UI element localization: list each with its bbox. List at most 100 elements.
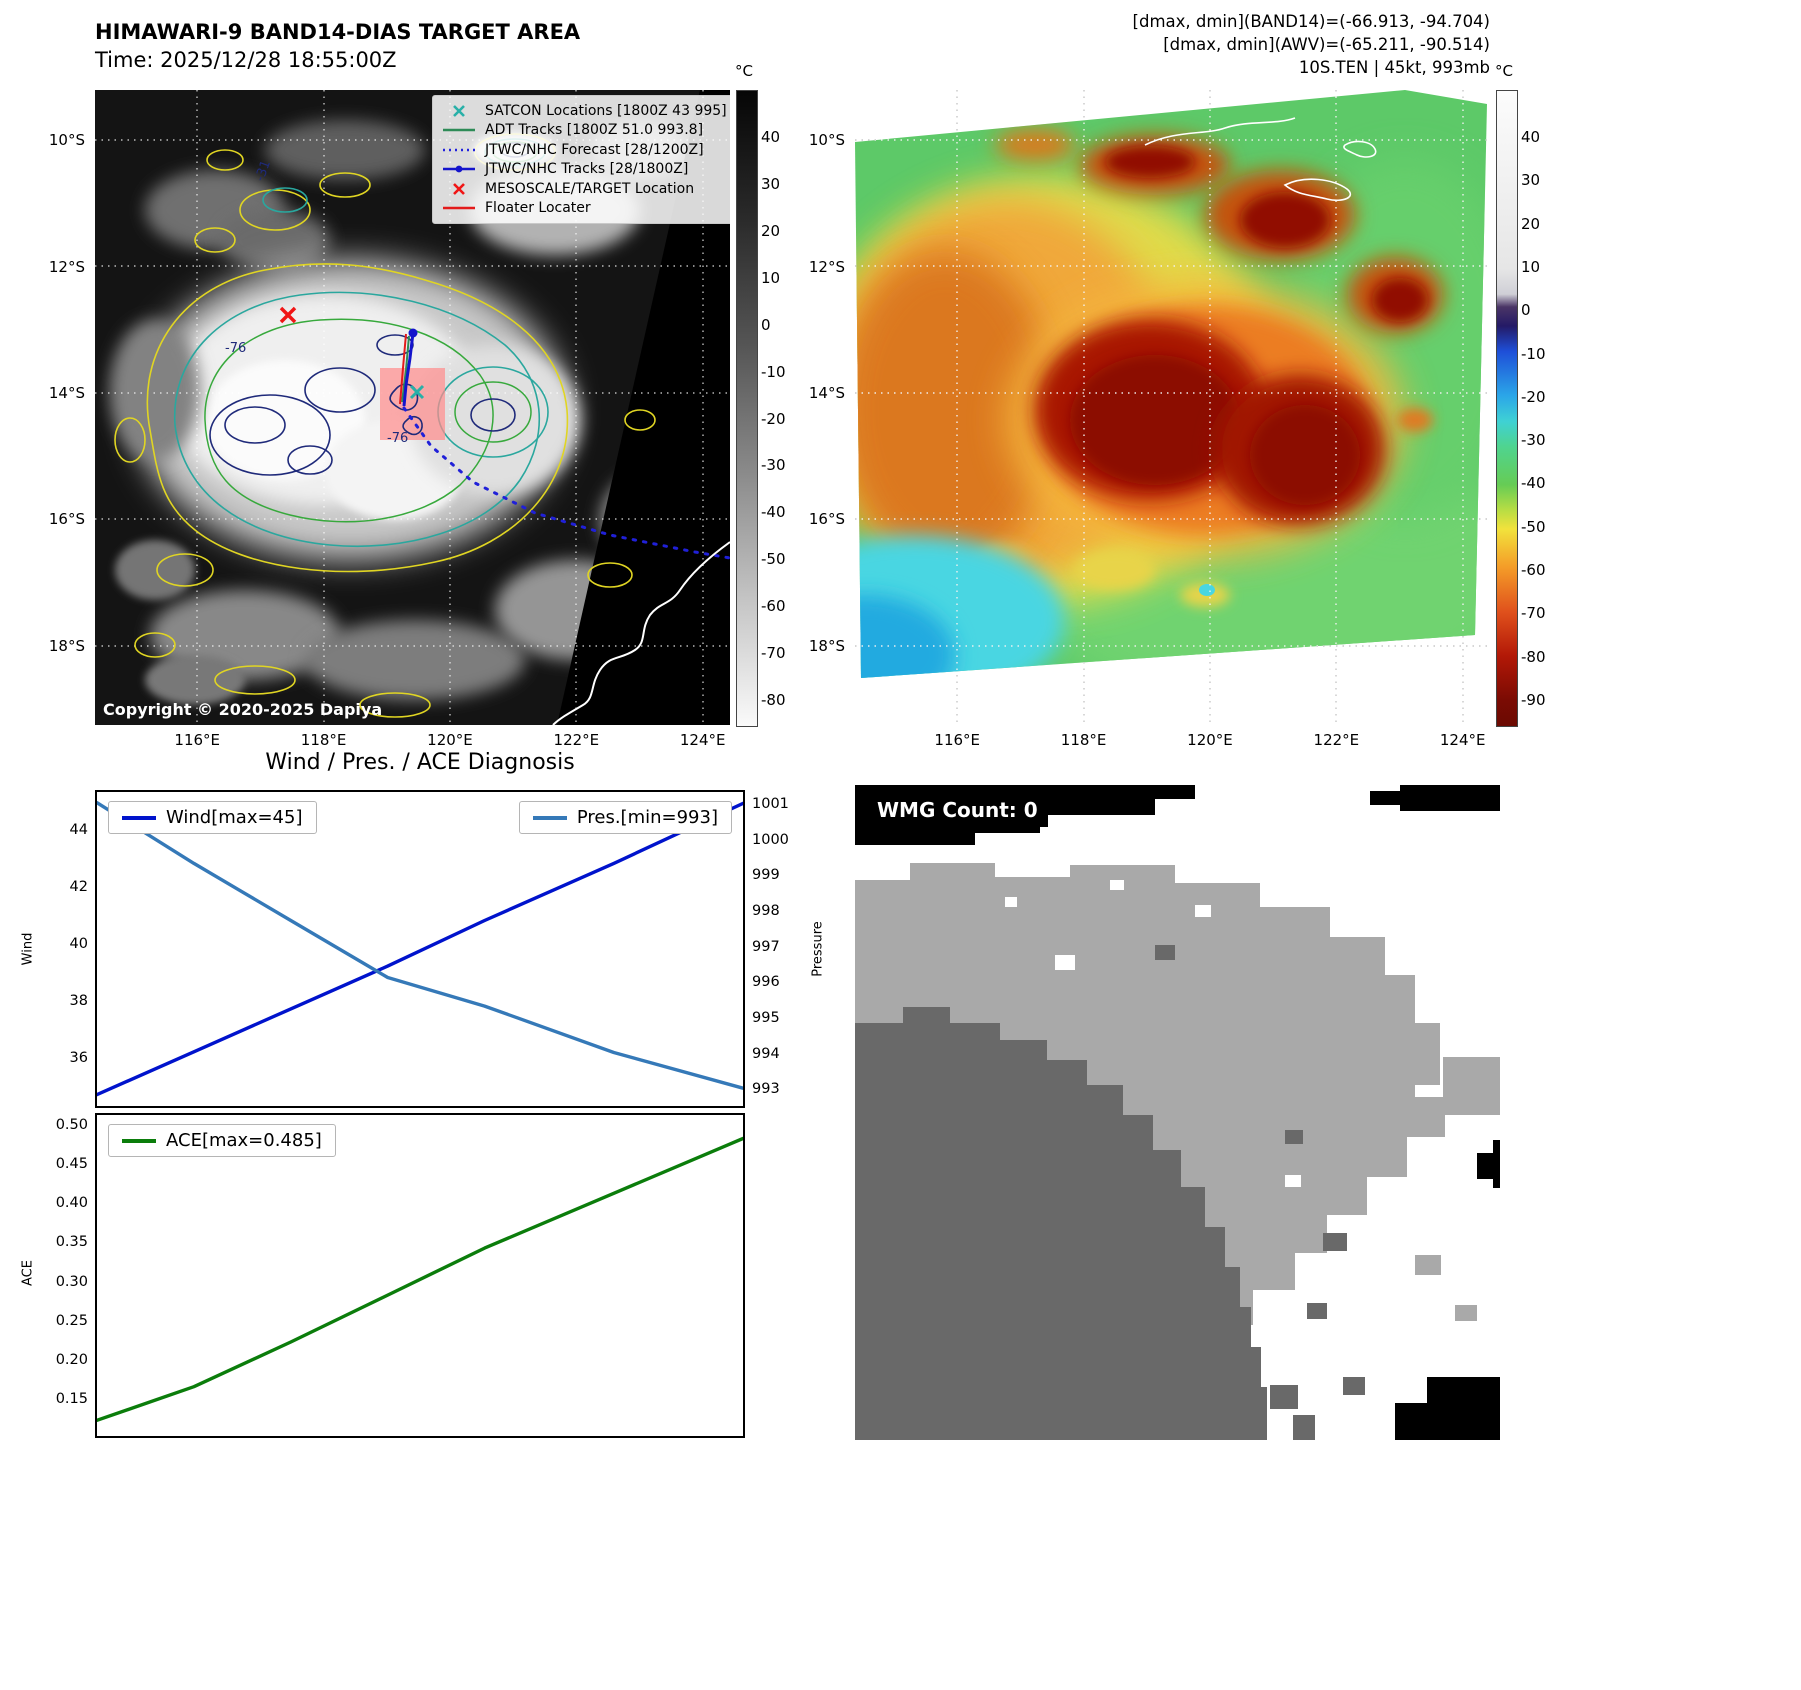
wmg-holes: [1005, 880, 1301, 1187]
band14-colorbar: [736, 90, 758, 727]
wind-pressure-chart: Wind[max=45] Pres.[min=993]: [95, 790, 745, 1108]
awv-swath: [855, 90, 1487, 678]
pressure-axis-label: Pressure: [810, 921, 826, 977]
lon-tick: 120°E: [427, 731, 473, 749]
legend-item-adt: ADT Tracks [1800Z 51.0 993.8]: [441, 121, 730, 141]
coastline: [552, 541, 730, 725]
wmg-panel: WMG Count: 0: [855, 785, 1500, 1440]
colorbar-tick: 30: [761, 174, 781, 193]
awv-enhanced-map: [855, 90, 1490, 725]
ace-tick: 0.50: [55, 1116, 88, 1133]
lat-tick: 14°S: [48, 383, 85, 402]
pressure-tick: 999: [752, 867, 780, 884]
colorbar-tick: -20: [1521, 387, 1546, 406]
colorbar-tick: -40: [1521, 474, 1546, 493]
lon-tick: 124°E: [1439, 731, 1486, 749]
series-line: [97, 801, 743, 1097]
legend-item-floater: Floater Locater: [441, 199, 730, 219]
lat-tick: 10°S: [808, 131, 845, 150]
colorbar-tick: -30: [1521, 431, 1546, 450]
adt-line-icon: [441, 123, 477, 137]
wind-axis-label: Wind: [20, 932, 36, 966]
legend-item-forecast: JTWC/NHC Forecast [28/1200Z]: [441, 140, 730, 160]
band14-colorbar-ticks: 40 30 20 10 0 -10 -20 -30 -40 -50 -60 -70 -80: [761, 90, 805, 725]
band14-lon-axis: 116°E 118°E 120°E 122°E 124°E: [95, 731, 730, 751]
lat-tick: 10°S: [48, 131, 85, 150]
colorbar-tick: -30: [761, 456, 786, 475]
satcon-x-icon: [441, 104, 477, 118]
jtwc-forecast-track: [402, 406, 730, 560]
colorbar-tick: 20: [1521, 214, 1541, 233]
ace-plot: [97, 1136, 743, 1422]
awv-lon-axis: 116°E 118°E 120°E 122°E 124°E: [855, 731, 1490, 751]
legend-label: JTWC/NHC Forecast [28/1200Z]: [485, 141, 704, 158]
band14-time: Time: 2025/12/28 18:55:00Z: [95, 48, 397, 72]
pressure-line-sample: [532, 815, 567, 820]
lat-tick: 18°S: [48, 636, 85, 655]
colorbar-tick: -20: [761, 409, 786, 428]
band14-title: HIMAWARI-9 BAND14-DIAS TARGET AREA: [95, 20, 581, 44]
legend-label: SATCON Locations [1800Z 43 995]: [485, 102, 727, 119]
ace-chart: ACE[max=0.485]: [95, 1113, 745, 1438]
legend-item-mesoscale: MESOSCALE/TARGET Location: [441, 179, 730, 199]
legend-label: JTWC/NHC Tracks [28/1800Z]: [485, 161, 689, 178]
colorbar-tick: 40: [761, 127, 781, 146]
colorbar-tick: 10: [1521, 257, 1541, 276]
dmax-dmin-awv: [dmax, dmin](AWV)=(-65.211, -90.514): [1163, 35, 1490, 54]
colorbar-tick: -10: [761, 362, 786, 381]
pressure-tick: 993: [752, 1081, 780, 1098]
awv-header: [dmax, dmin](BAND14)=(-66.913, -94.704) …: [950, 10, 1490, 79]
band14-satellite-map: -76 -76 -31 SATCON Locations [1800Z 43 9…: [95, 90, 730, 725]
ace-tick: 0.40: [55, 1195, 88, 1212]
awv-image: [855, 90, 1490, 725]
colorbar-tick: -50: [1521, 517, 1546, 536]
wind-legend-label: Wind[max=45]: [166, 807, 303, 828]
diagnosis-title: Wind / Pres. / ACE Diagnosis: [265, 750, 575, 775]
wind-tick: 40: [69, 936, 88, 953]
lat-tick: 16°S: [808, 510, 845, 529]
colorbar-tick: 40: [1521, 127, 1541, 146]
mesoscale-target-area: [380, 368, 445, 440]
ace-tick: 0.25: [55, 1312, 88, 1329]
colorbar-tick: 10: [761, 268, 781, 287]
wind-tick: 36: [69, 1050, 88, 1067]
colorbar-tick: -80: [761, 691, 786, 710]
wind-y-axis: 44 42 40 38 36: [40, 790, 88, 1104]
wind-legend: Wind[max=45]: [108, 801, 317, 834]
colorbar-tick: 30: [1521, 171, 1541, 190]
ace-legend-label: ACE[max=0.485]: [166, 1130, 322, 1151]
dmax-dmin-band14: [dmax, dmin](BAND14)=(-66.913, -94.704): [1132, 12, 1490, 31]
mesoscale-target-marker: [279, 306, 297, 324]
ace-tick: 0.35: [55, 1234, 88, 1251]
lat-tick: 12°S: [48, 257, 85, 276]
contour-label: -76: [387, 431, 408, 446]
ace-line-sample: [122, 1138, 156, 1143]
pressure-tick: 994: [752, 1045, 780, 1062]
jtwc-line-dot-icon: [441, 162, 477, 176]
mesoscale-x-icon: [441, 182, 477, 196]
adt-track: [401, 335, 410, 403]
legend-label: ADT Tracks [1800Z 51.0 993.8]: [485, 122, 704, 139]
legend-label: Floater Locater: [485, 200, 591, 217]
lon-tick: 118°E: [300, 731, 347, 749]
ace-tick: 0.15: [55, 1391, 88, 1407]
wmg-highconf-region: [855, 945, 1365, 1440]
colorbar-unit: °C: [735, 62, 753, 80]
colorbar-tick: -40: [761, 503, 786, 522]
ace-legend: ACE[max=0.485]: [108, 1124, 336, 1157]
colorbar-tick: 20: [761, 221, 781, 240]
lon-tick: 118°E: [1060, 731, 1107, 749]
lat-tick: 18°S: [808, 636, 845, 655]
wmg-count-label: WMG Count: 0: [867, 795, 1048, 827]
ace-tick: 0.30: [55, 1273, 88, 1290]
pressure-tick: 1001: [752, 796, 789, 813]
lon-tick: 116°E: [934, 731, 981, 749]
colorbar-tick: -60: [1521, 561, 1546, 580]
pressure-legend-label: Pres.[min=993]: [576, 807, 718, 828]
lat-tick: 14°S: [808, 383, 845, 402]
copyright-text: Copyright © 2020-2025 Dapiya: [103, 700, 383, 719]
wmg-image: [855, 785, 1500, 1440]
track-overlays: [279, 306, 730, 560]
series-line: [97, 800, 743, 1090]
